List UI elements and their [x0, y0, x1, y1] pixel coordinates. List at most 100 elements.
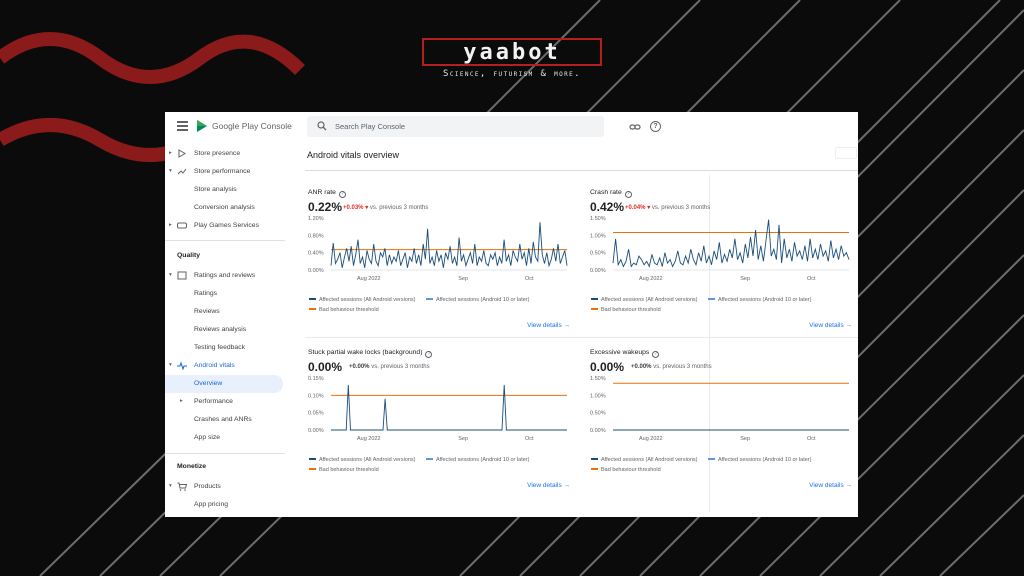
nav-reviews[interactable]: Reviews: [165, 303, 283, 321]
nav-label: Ratings and reviews: [194, 272, 256, 279]
y-tick-label: 0.00%: [308, 268, 324, 274]
nav-label: Store presence: [194, 150, 241, 157]
y-tick-label: 1.00%: [590, 393, 606, 399]
x-tick-label: Sep: [740, 276, 750, 282]
legend-label: Bad behaviour threshold: [601, 307, 661, 313]
x-tick-label: Oct: [525, 436, 534, 442]
legend-label: Bad behaviour threshold: [319, 307, 379, 313]
trend-icon: [177, 168, 187, 175]
y-tick-label: 0.50%: [590, 411, 606, 417]
nav-label: Store performance: [194, 168, 251, 175]
info-icon[interactable]: ?: [338, 191, 346, 198]
info-icon[interactable]: ?: [624, 191, 632, 198]
nav-ratings[interactable]: Ratings: [165, 285, 283, 303]
y-tick-label: 0.00%: [590, 428, 606, 434]
card-title: Crash rate?: [590, 189, 632, 198]
card-title: Stuck partial wake locks (background)?: [308, 349, 433, 358]
nav-label: Play Games Services: [194, 222, 259, 229]
nav-label: Performance: [194, 398, 233, 405]
nav-label: App size: [194, 434, 221, 441]
metric-value: 0.22%: [308, 200, 343, 214]
series-line: [612, 219, 850, 268]
nav-label: Testing feedback: [194, 344, 246, 351]
card-divider-horizontal: [305, 337, 858, 338]
nav-conversion-analysis[interactable]: Conversion analysis: [165, 199, 283, 217]
divider: [305, 170, 858, 171]
view-details-link[interactable]: View details →: [809, 322, 852, 329]
menu-icon[interactable]: [177, 121, 188, 131]
legend-label: Affected sessions (All Android versions): [601, 297, 698, 303]
y-tick-label: 0.05%: [308, 411, 324, 417]
search-input[interactable]: Search Play Console: [307, 116, 604, 137]
nav-android-vitals[interactable]: ▾ Android vitals: [165, 357, 283, 375]
nav-ratings-and-reviews[interactable]: ▾ Ratings and reviews: [165, 267, 283, 285]
y-tick-label: 0.40%: [308, 251, 324, 257]
help-icon[interactable]: ?: [650, 121, 661, 132]
legend-swatch: [708, 457, 715, 460]
view-details-link[interactable]: View details →: [809, 482, 852, 489]
nav-overview[interactable]: Overview: [165, 375, 283, 393]
legend-label: Affected sessions (All Android versions): [319, 457, 416, 463]
chevron-down-icon: ▾: [169, 483, 172, 489]
nav-app-size[interactable]: App size: [165, 429, 283, 447]
legend-item-all: Affected sessions (All Android versions): [309, 297, 416, 303]
legend-label: Bad behaviour threshold: [601, 467, 661, 473]
legend-swatch: [426, 457, 433, 460]
link-icon[interactable]: [629, 121, 641, 133]
info-icon[interactable]: ?: [425, 351, 433, 358]
comparison-text: vs. previous 3 months: [369, 205, 429, 211]
nav-label: Ratings: [194, 290, 218, 297]
nav-play-games-services[interactable]: ▸ Play Games Services: [165, 217, 283, 235]
nav-label: Products: [194, 483, 221, 490]
chart: 0.15% 0.10% 0.05% 0.00% Aug 2022 Sep Oct: [308, 376, 567, 442]
yaabot-logo: yaabot: [422, 38, 602, 66]
nav-label: Reviews: [194, 308, 220, 315]
delta-arrow-icon: ▾: [647, 205, 651, 211]
toolbar-button[interactable]: [835, 147, 857, 159]
app-title: Google Play Console: [212, 121, 292, 131]
nav-store-performance[interactable]: ▾ Store performance: [165, 163, 283, 181]
comparison-text: vs. previous 3 months: [653, 364, 712, 370]
metric-delta: +0.00% vs. previous 3 months: [349, 364, 430, 370]
x-tick-label: Aug 2022: [357, 436, 381, 442]
x-tick-label: Aug 2022: [639, 276, 663, 282]
search-placeholder: Search Play Console: [335, 122, 406, 131]
legend-item-threshold: Bad behaviour threshold: [309, 307, 379, 313]
cart-icon: [177, 482, 187, 491]
legend-label: Affected sessions (Android 10 or later): [718, 297, 812, 303]
view-details-link[interactable]: View details →: [527, 482, 570, 489]
y-tick-label: 0.10%: [308, 393, 324, 399]
divider: [165, 240, 285, 241]
play-icon: [178, 149, 186, 158]
nav-crashes-and-anrs[interactable]: Crashes and ANRs: [165, 411, 283, 429]
nav-products[interactable]: ▾ Products: [165, 478, 283, 496]
legend-label: Affected sessions (All Android versions): [319, 297, 416, 303]
info-icon[interactable]: ?: [652, 351, 660, 358]
x-tick-label: Oct: [807, 436, 816, 442]
chart: 1.50% 1.00% 0.50% 0.00% Aug 2022 Sep Oct: [590, 216, 850, 282]
card-title-text: ANR rate: [308, 189, 336, 196]
nav-testing-feedback[interactable]: Testing feedback: [165, 339, 283, 357]
card-title: ANR rate?: [308, 189, 346, 198]
legend-item-android10: Affected sessions (Android 10 or later): [708, 297, 811, 303]
x-tick-label: Sep: [458, 436, 468, 442]
chevron-down-icon: ▾: [169, 272, 172, 278]
view-details-link[interactable]: View details →: [527, 322, 570, 329]
y-tick-label: 0.80%: [308, 233, 324, 239]
logo-text: yaabot: [463, 39, 561, 65]
y-tick-label: 0.00%: [308, 428, 324, 434]
legend-item-threshold: Bad behaviour threshold: [591, 307, 661, 313]
nav-reviews-analysis[interactable]: Reviews analysis: [165, 321, 283, 339]
section-quality: Quality: [177, 252, 201, 259]
legend-label: Bad behaviour threshold: [319, 467, 379, 473]
nav-label: Overview: [194, 380, 223, 387]
nav-store-presence[interactable]: ▸ Store presence: [165, 145, 283, 163]
legend-label: Affected sessions (Android 10 or later): [436, 457, 530, 463]
nav-store-analysis[interactable]: Store analysis: [165, 181, 283, 199]
nav-app-pricing[interactable]: App pricing: [165, 496, 283, 514]
delta-value: +0.00%: [349, 364, 370, 370]
chevron-down-icon: ▾: [169, 362, 172, 368]
nav-performance[interactable]: ▸ Performance: [165, 393, 283, 411]
chevron-right-icon: ▸: [169, 150, 172, 156]
card-divider-vertical: [709, 175, 710, 512]
